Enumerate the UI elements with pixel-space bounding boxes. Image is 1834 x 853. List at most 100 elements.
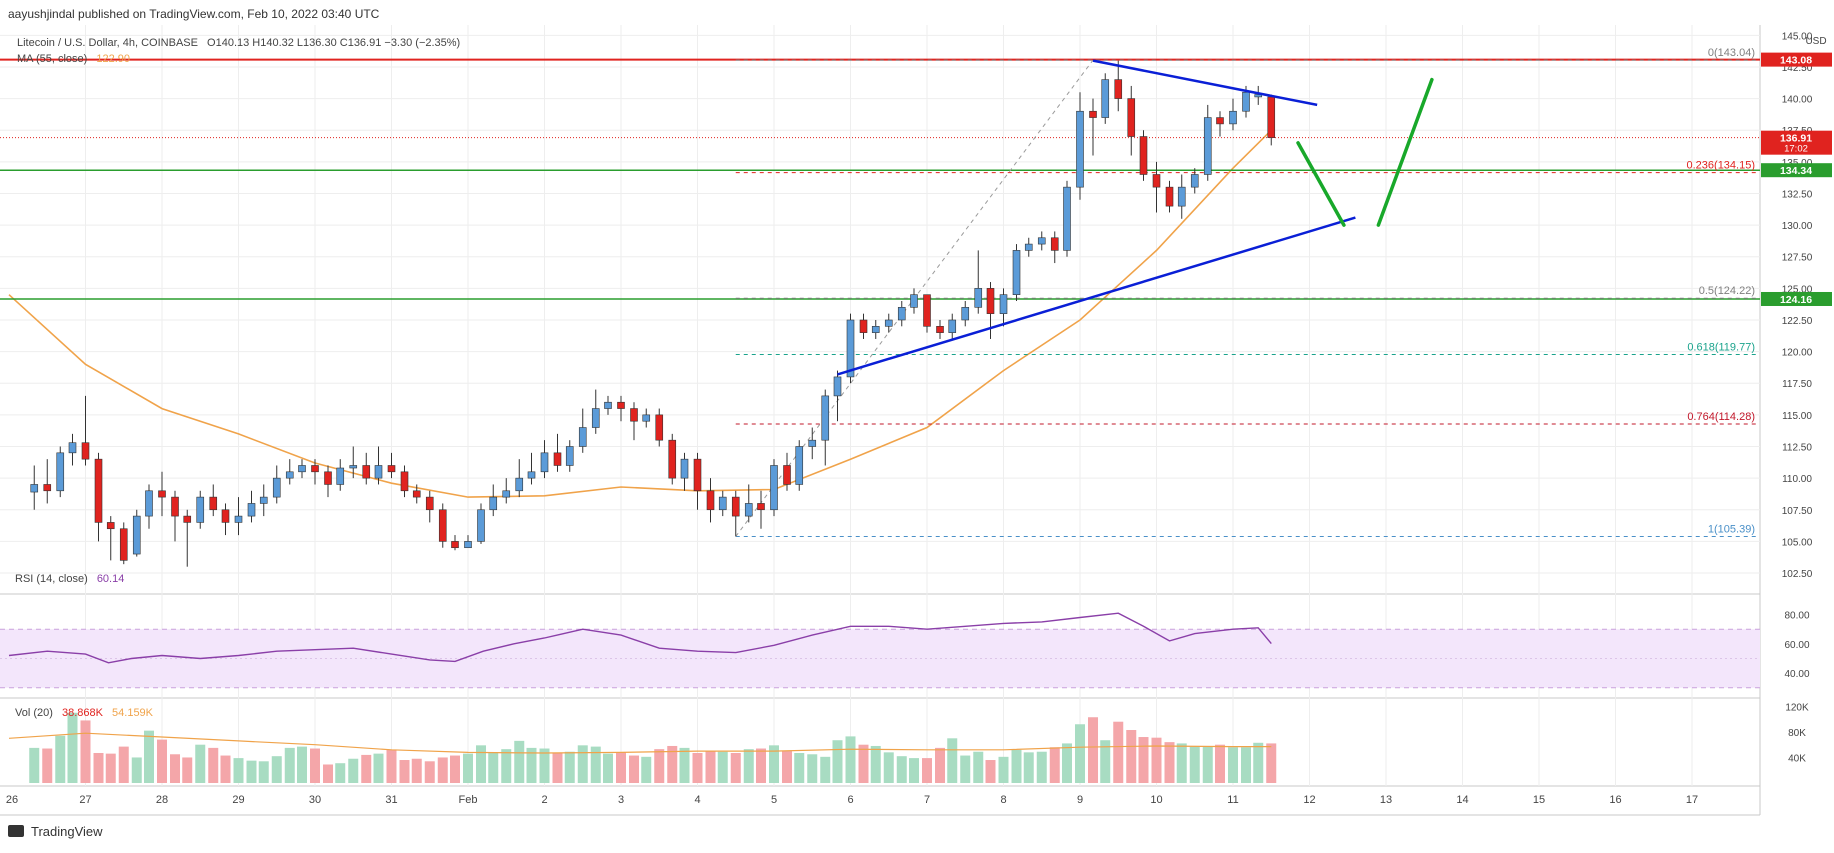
candle [1012,244,1021,302]
candle-body [464,541,472,549]
candle [974,250,983,314]
volume-bar [820,756,831,783]
candle [540,440,549,479]
rsi-legend[interactable]: RSI (14, close) 60.14 [15,573,124,585]
volume-bar [1164,742,1175,783]
volume-ma-line [8,732,1272,754]
volume-bar [947,738,958,783]
price-tick-label: 127.50 [1782,253,1813,264]
candle-body [565,446,574,466]
candle [948,313,957,339]
volume-bar [1214,744,1225,783]
symbol-legend[interactable]: Litecoin / U.S. Dollar, 4h, COINBASE O14… [17,37,460,49]
candle-body [693,458,702,492]
volume-bar [195,744,206,783]
candle [362,452,371,485]
volume-bar [296,746,307,783]
volume-bar [935,747,946,783]
candle-body [680,458,689,479]
candle [591,389,600,434]
candle [438,503,447,548]
candle [451,535,459,551]
volume-bar [246,760,257,783]
price-badge-text: 136.91 [1780,133,1812,145]
candle [387,452,396,479]
candle [833,370,842,422]
candle [897,301,906,327]
candle-body [527,471,536,479]
candle [259,484,268,517]
candle-body [642,414,651,422]
candle [145,484,153,529]
price-badge-bg [1761,291,1832,306]
candle-body [336,467,345,485]
candle-body [668,439,677,479]
candle-body [209,496,218,511]
candle-body [1229,110,1237,125]
volume-bar [93,752,104,783]
candle [630,402,638,441]
price-tick-label: 145.00 [1782,31,1813,42]
candle [1037,231,1046,251]
candle-body [451,541,459,549]
volume-bar [794,752,805,783]
volume-bar [1151,737,1162,783]
candle-body [655,414,664,441]
candle-body [387,465,396,473]
volume-bar [577,745,588,783]
tradingview-logo[interactable]: TradingView [8,824,103,839]
time-tick-label: 30 [309,794,321,806]
candle-body [171,496,179,517]
candle [706,478,715,523]
candle-body [1139,136,1148,175]
volume-bar [118,746,129,783]
volume-bar [858,744,869,783]
volume-bar [411,758,422,783]
volume-bar [590,746,601,783]
price-badge-countdown: 17:02 [1784,144,1808,155]
candle-body [897,307,906,321]
candle-body [884,319,893,327]
axes-layer: 102.50 105.00 107.50 110.00 112.50 115.00 117.… [6,31,1832,806]
fib-level-label: 0(143.04) [1708,47,1755,59]
price-tick-label: 140.00 [1782,95,1813,106]
candle-body [247,503,256,517]
candle [1050,231,1059,264]
vol-ma-value: 54.159K [112,707,154,719]
candle [285,459,294,485]
ma-legend[interactable]: MA (55, close) 122.90 [17,53,130,65]
volume-bar [55,735,66,783]
candle [1216,111,1224,137]
candle-body [859,319,868,333]
volume-bar [361,754,372,783]
time-tick-label: 31 [385,794,397,806]
candle-body [81,442,90,460]
price-badge-bg [1761,130,1832,155]
candle-body [132,515,141,555]
candle-body [425,496,434,511]
candle-body [362,465,371,479]
candle-body [502,490,511,498]
candle [1165,180,1174,213]
volume-bar [922,758,932,783]
candle-body [1152,174,1161,188]
candle-body [540,452,549,473]
candle [783,452,791,491]
candle [209,484,218,517]
vol-legend[interactable]: Vol (20) 38.868K 54.159K [15,707,154,719]
time-tick-label: Feb [459,794,478,806]
volume-bar [832,740,843,783]
candle [1024,237,1033,257]
candle [1089,98,1097,156]
candle-body [183,515,192,523]
candle [527,452,536,485]
candle [744,484,753,523]
fib-level-label: 0.5(124.22) [1699,285,1755,297]
price-badge: 143.08 [1761,52,1832,67]
volume-bar [705,751,716,783]
time-tick-label: 7 [924,794,930,806]
candle [336,459,345,491]
rsi-layer [0,612,1760,689]
